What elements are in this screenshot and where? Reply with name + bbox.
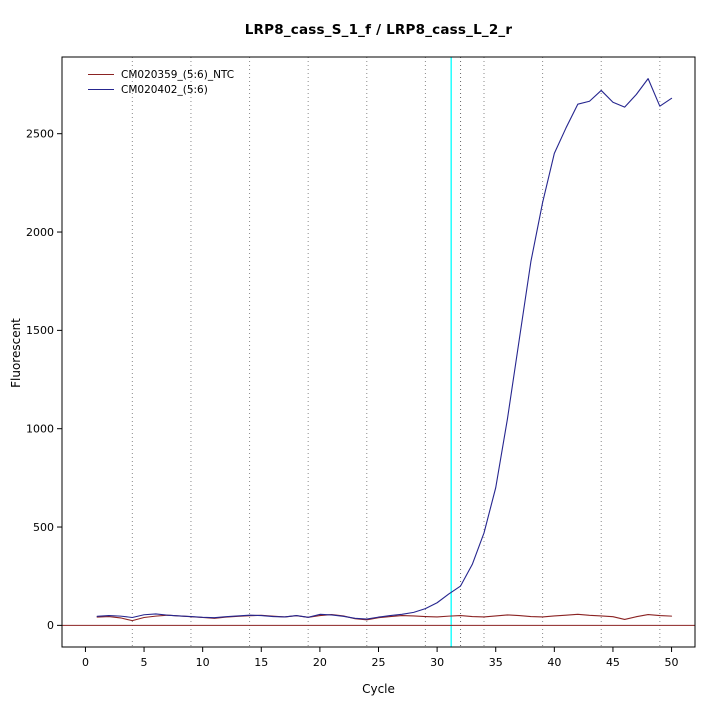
x-tick-label: 50 (665, 656, 679, 669)
y-tick-label: 2000 (26, 226, 54, 239)
y-tick-label: 1500 (26, 324, 54, 337)
y-tick-label: 2500 (26, 128, 54, 141)
x-tick-label: 15 (254, 656, 268, 669)
sample-line-swatch (88, 89, 114, 90)
x-axis-label: Cycle (362, 682, 395, 696)
y-tick-label: 500 (33, 521, 54, 534)
x-tick-label: 0 (82, 656, 89, 669)
x-tick-label: 30 (430, 656, 444, 669)
x-tick-label: 10 (196, 656, 210, 669)
legend-item-sample: CM020402_(5:6) (88, 82, 234, 97)
ntc-line-swatch (88, 74, 114, 75)
x-tick-label: 5 (141, 656, 148, 669)
legend: CM020359_(5:6)_NTC CM020402_(5:6) (88, 67, 234, 97)
ntc-series-line (96, 613, 673, 622)
x-tick-label: 25 (372, 656, 386, 669)
y-tick-label: 1000 (26, 423, 54, 436)
legend-item-ntc: CM020359_(5:6)_NTC (88, 67, 234, 82)
legend-item-label: CM020402_(5:6) (121, 83, 208, 96)
x-tick-label: 20 (313, 656, 327, 669)
x-tick-label: 35 (489, 656, 503, 669)
x-tick-label: 45 (606, 656, 620, 669)
y-tick-label: 0 (47, 619, 54, 632)
legend-item-label: CM020359_(5:6)_NTC (121, 68, 235, 81)
plot-box (61, 56, 696, 648)
sample-series-line (96, 78, 673, 620)
chart-title: LRP8_cass_S_1_f / LRP8_cass_L_2_r (244, 22, 513, 38)
x-tick-label: 40 (547, 656, 561, 669)
